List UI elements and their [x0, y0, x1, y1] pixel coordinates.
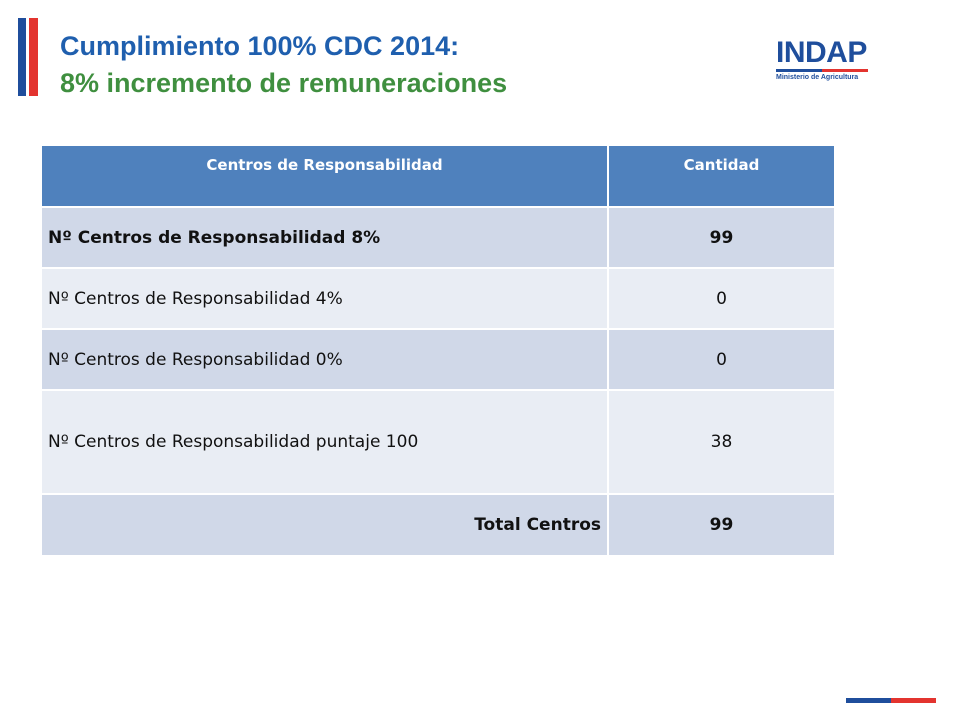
cdc-table: Centros de Responsabilidad Cantidad Nº C… [42, 146, 834, 555]
table-row: Nº Centros de Responsabilidad 0% 0 [42, 328, 834, 390]
indap-logo: INDAP Ministerio de Agricultura [776, 38, 876, 88]
row-label: Nº Centros de Responsabilidad 8% [42, 206, 609, 268]
logo-subtitle: Ministerio de Agricultura [776, 74, 859, 81]
total-value: 99 [608, 493, 834, 555]
title-line-2: 8% incremento de remuneraciones [60, 68, 508, 98]
accent-bars [18, 18, 38, 96]
footer-stripe [846, 698, 936, 703]
title-line-1: Cumplimiento 100% CDC 2014: [60, 31, 460, 61]
table-header-row: Centros de Responsabilidad Cantidad [42, 146, 834, 207]
row-label: Nº Centros de Responsabilidad 4% [42, 267, 609, 329]
slide-title: Cumplimiento 100% CDC 2014: 8% increment… [60, 28, 507, 102]
logo-wordmark: INDAP [776, 36, 867, 69]
logo-stripe [776, 69, 868, 72]
row-value: 0 [608, 328, 834, 390]
row-value: 99 [608, 206, 834, 268]
total-label: Total Centros [42, 493, 609, 555]
row-label: Nº Centros de Responsabilidad 0% [42, 328, 609, 390]
row-value: 0 [608, 267, 834, 329]
table-row: Nº Centros de Responsabilidad 8% 99 [42, 206, 834, 268]
accent-bar-blue [18, 18, 26, 96]
header-centros: Centros de Responsabilidad [42, 146, 609, 207]
table-row-total: Total Centros 99 [42, 493, 834, 555]
header-cantidad: Cantidad [608, 146, 834, 207]
row-value: 38 [608, 389, 834, 494]
accent-bar-red [29, 18, 38, 96]
table-row: Nº Centros de Responsabilidad 4% 0 [42, 267, 834, 329]
row-label: Nº Centros de Responsabilidad puntaje 10… [42, 389, 609, 494]
table-row: Nº Centros de Responsabilidad puntaje 10… [42, 389, 834, 494]
